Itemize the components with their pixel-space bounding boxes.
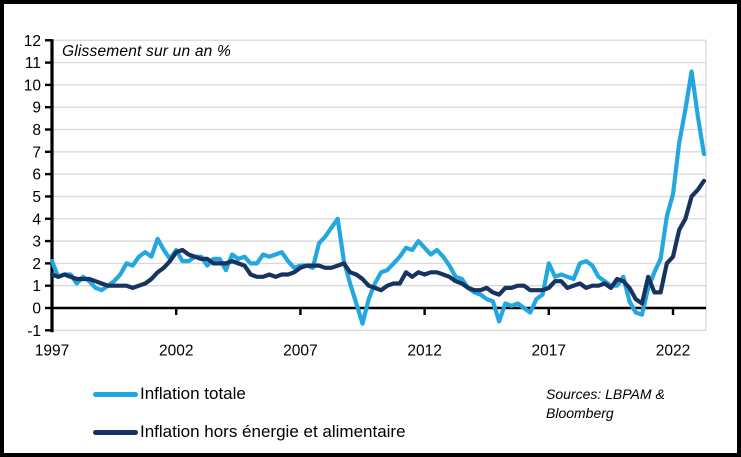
series-line-inflation-totale xyxy=(49,69,707,326)
y-axis-label-8: 8 xyxy=(32,122,41,139)
sources-line-2: Bloomberg xyxy=(546,404,614,421)
x-axis-label-2022: 2022 xyxy=(656,342,690,359)
legend-item-inflation-totale: Inflation totale xyxy=(93,375,406,413)
y-axis-label-0: 0 xyxy=(32,301,41,318)
x-axis-label-2012: 2012 xyxy=(407,342,441,359)
y-axis-label-2: 2 xyxy=(32,256,41,273)
legend-swatch-inflation-core-icon xyxy=(93,429,138,435)
sources-note: Sources: LBPAM & Bloomberg xyxy=(546,385,716,423)
y-axis-label-7: 7 xyxy=(32,144,41,161)
legend-label-inflation-core: Inflation hors énergie et alimentaire xyxy=(140,422,406,441)
x-axis-label-1997: 1997 xyxy=(35,342,69,359)
y-axis-label-9: 9 xyxy=(32,100,41,117)
legend-swatch-inflation-totale-icon xyxy=(93,391,138,397)
y-axis-label-1: 1 xyxy=(32,278,41,295)
sources-line-1: Sources: LBPAM & xyxy=(546,386,665,402)
chart-annotation: Glissement sur un an % xyxy=(62,43,231,60)
y-axis-label-3: 3 xyxy=(32,234,41,251)
x-axis-label-2017: 2017 xyxy=(532,342,566,359)
y-axis-label-5: 5 xyxy=(32,189,41,206)
chart-legend: Inflation totale Inflation hors énergie … xyxy=(93,375,406,451)
y-axis-label-10: 10 xyxy=(24,77,42,94)
y-axis-label-4: 4 xyxy=(32,211,41,228)
y-axis-label-12: 12 xyxy=(24,33,41,50)
x-axis-label-2007: 2007 xyxy=(283,342,317,359)
y-axis-label--1: -1 xyxy=(27,323,41,340)
series-line-inflation-core xyxy=(49,178,707,306)
x-axis-label-2002: 2002 xyxy=(159,342,193,359)
legend-item-inflation-core: Inflation hors énergie et alimentaire xyxy=(93,413,406,451)
y-axis-label-11: 11 xyxy=(25,55,41,72)
y-axis-label-6: 6 xyxy=(32,167,41,184)
legend-label-inflation-totale: Inflation totale xyxy=(140,384,246,403)
